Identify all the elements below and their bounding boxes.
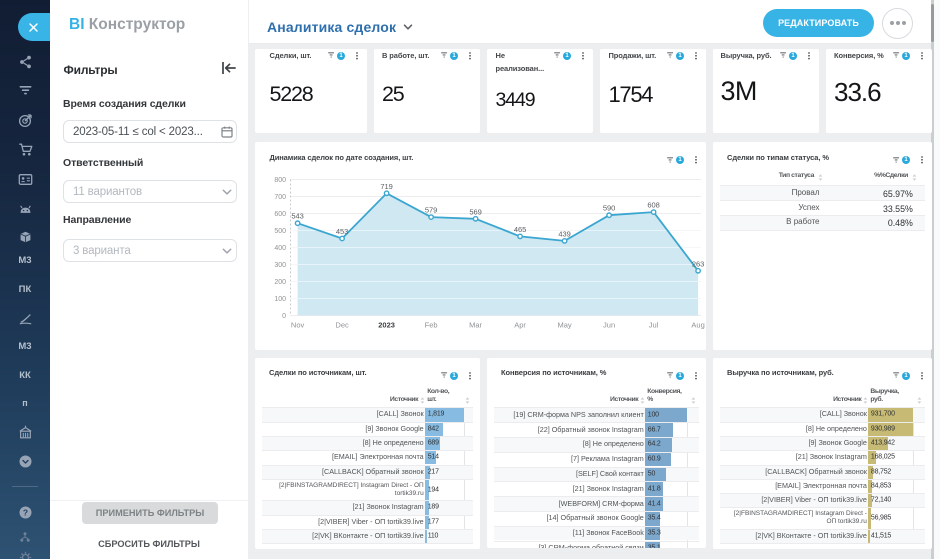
svg-text:Jun: Jun: [603, 320, 615, 329]
svg-text:600: 600: [274, 211, 286, 218]
svg-text:Aug: Aug: [691, 320, 704, 329]
svg-text:May: May: [558, 320, 572, 329]
svg-text:?: ?: [22, 507, 27, 517]
svg-text:200: 200: [274, 279, 286, 286]
svg-text:500: 500: [274, 228, 286, 235]
svg-text:590: 590: [603, 203, 616, 212]
svg-text:100: 100: [274, 296, 286, 303]
svg-text:2023: 2023: [378, 320, 395, 329]
svg-text:Apr: Apr: [514, 320, 526, 329]
svg-text:719: 719: [380, 181, 393, 190]
svg-text:579: 579: [425, 205, 438, 214]
svg-text:400: 400: [274, 245, 286, 252]
svg-text:Feb: Feb: [425, 320, 438, 329]
svg-text:263: 263: [692, 259, 705, 268]
svg-text:543: 543: [291, 211, 304, 220]
svg-text:569: 569: [469, 207, 482, 216]
svg-text:Nov: Nov: [291, 320, 305, 329]
svg-text:Jul: Jul: [649, 320, 659, 329]
svg-text:800: 800: [274, 177, 286, 184]
svg-text:700: 700: [274, 194, 286, 201]
svg-text:Dec: Dec: [335, 320, 349, 329]
svg-text:0: 0: [282, 313, 286, 320]
svg-text:453: 453: [336, 227, 349, 236]
svg-text:608: 608: [647, 200, 660, 209]
svg-text:300: 300: [274, 262, 286, 269]
svg-text:Mar: Mar: [469, 320, 482, 329]
svg-text:439: 439: [558, 229, 571, 238]
svg-text:465: 465: [514, 224, 527, 233]
